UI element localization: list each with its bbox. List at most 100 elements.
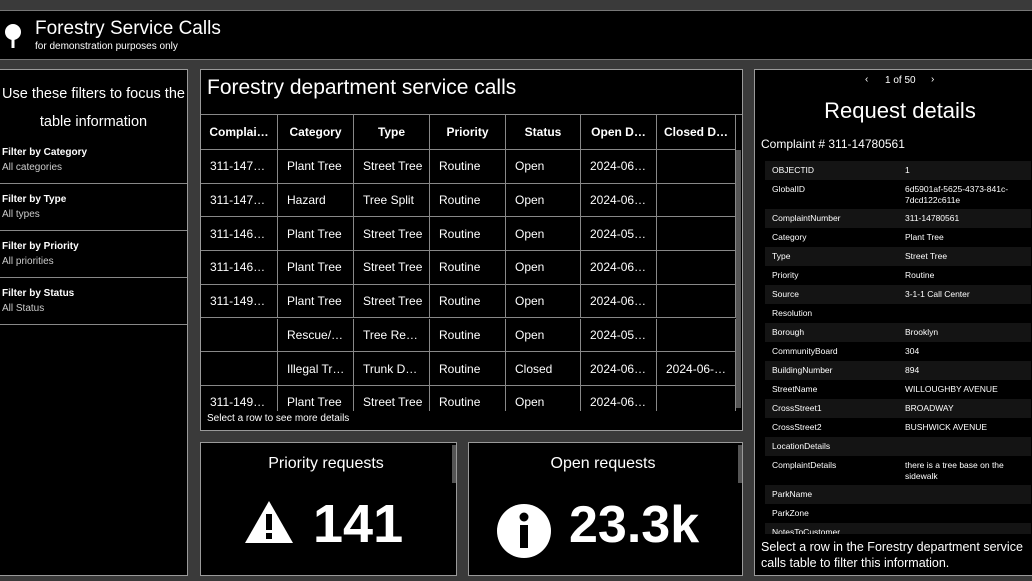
field-name: StreetName (772, 384, 818, 394)
filters-intro: Use these filters to focus the table inf… (2, 86, 185, 130)
field-name: BuildingNumber (772, 365, 833, 375)
field-row: OBJECTID 1 (765, 161, 1031, 180)
table-cell: Open (506, 150, 581, 184)
table-cell: Open (506, 385, 581, 411)
table-cell: 311-149… (201, 284, 278, 319)
table-cell: 2024-06… (581, 352, 657, 386)
details-title: Request details (824, 98, 976, 123)
filter-value: All priorities (2, 256, 54, 267)
field-name: Category (772, 232, 807, 242)
table-cell: Street Tree (354, 251, 430, 285)
field-row: Priority Routine (765, 266, 1031, 285)
scrollbar (738, 445, 742, 483)
table-cell: Tree Split (354, 183, 430, 218)
field-row: NotesToCustomer (765, 523, 1031, 534)
field-value: BUSHWICK AVENUE (905, 422, 988, 432)
field-value: WILLOUGHBY AVENUE (905, 384, 998, 394)
table-cell: Routine (430, 183, 506, 218)
table-cell: Plant Tree (278, 217, 354, 252)
card-title: Open requests (550, 455, 656, 472)
filter-item[interactable]: Filter by Category All categories (0, 138, 187, 184)
table-cell (657, 217, 736, 252)
table-cell: Open (506, 217, 581, 252)
table-cell: 2024-06-… (657, 352, 736, 386)
table-panel: Forestry department service calls Compla… (200, 69, 743, 431)
table-cell: Open (506, 183, 581, 218)
filter-item[interactable]: Filter by Priority All priorities (0, 232, 187, 278)
table-cell: 2024-06… (581, 385, 657, 411)
filter-label: Filter by Priority (2, 241, 79, 252)
field-name: GlobalID (772, 184, 806, 194)
field-name: Borough (772, 327, 805, 337)
table-title: Forestry department service calls (207, 76, 517, 99)
table-cell: 311-146… (201, 217, 278, 252)
priority-card: Priority requests 141 (200, 442, 457, 576)
field-value: Brooklyn (905, 327, 939, 337)
field-name: Source (772, 289, 799, 299)
table-cell: Plant Tree (278, 385, 354, 411)
header-subtitle: for demonstration purposes only (35, 41, 178, 52)
field-name: ComplaintDetails (772, 460, 837, 470)
filters-panel: Use these filters to focus the table inf… (0, 69, 188, 576)
open-card: Open requests 23.3k (468, 442, 743, 576)
field-row: GlobalID 6d5901af-5625-4373-841c-7dcd122c… (765, 180, 1031, 209)
field-value: 894 (905, 365, 920, 375)
field-name: CrossStreet2 (772, 422, 822, 432)
field-value: 1 (905, 165, 910, 175)
field-value: 3-1-1 Call Center (905, 289, 970, 299)
table-cell: Illegal Tr… (278, 352, 354, 386)
field-row: StreetName WILLOUGHBY AVENUE (765, 380, 1031, 399)
filter-item[interactable]: Filter by Status All Status (0, 279, 187, 325)
warning-icon (245, 501, 293, 543)
table-cell: Open (506, 284, 581, 319)
table-cell: Hazard (278, 183, 354, 218)
table-cell (201, 318, 278, 353)
filter-label: Filter by Category (2, 147, 88, 158)
table-cell: Street Tree (354, 150, 430, 184)
field-row: CrossStreet1 BROADWAY (765, 399, 1031, 418)
field-row: ParkName (765, 485, 1031, 504)
field-name: Resolution (772, 308, 813, 318)
table-cell: Plant Tree (278, 284, 354, 319)
pager-prev[interactable]: ‹ (865, 74, 869, 85)
table-cell: Routine (430, 318, 506, 353)
scrollbar (736, 150, 741, 408)
table-cell (657, 251, 736, 285)
table-cell: 311-147… (201, 150, 278, 184)
filter-value: All categories (2, 162, 63, 173)
filter-value: All types (2, 209, 40, 220)
field-value: Plant Tree (905, 232, 944, 242)
table-cell (657, 284, 736, 319)
field-name: OBJECTID (772, 165, 815, 175)
pager-next[interactable]: › (931, 74, 935, 85)
field-name: NotesToCustomer (772, 527, 841, 534)
column-header: Closed D… (657, 115, 736, 150)
filter-label: Filter by Status (2, 288, 75, 299)
card-value: 141 (313, 494, 404, 554)
column-header: Status (506, 115, 581, 150)
field-name: LocationDetails (772, 441, 831, 451)
filter-item[interactable]: Filter by Type All types (0, 185, 187, 231)
table-cell: Routine (430, 251, 506, 285)
field-name: CommunityBoard (772, 346, 838, 356)
field-value: Street Tree (905, 251, 948, 261)
column-header: Open D… (581, 115, 657, 150)
field-name: Priority (772, 270, 799, 280)
field-row: CommunityBoard 304 (765, 342, 1031, 361)
column-header: Type (354, 115, 430, 150)
table-cell: Routine (430, 284, 506, 319)
tree-icon (5, 24, 21, 48)
info-icon (497, 504, 551, 558)
complaint-number: Complaint # 311-14780561 (761, 137, 905, 151)
details-footer: Select a row in the Forestry department … (761, 540, 1023, 570)
field-name: CrossStreet1 (772, 403, 822, 413)
table-cell: Routine (430, 352, 506, 386)
table-cell: Open (506, 251, 581, 285)
field-name: Type (772, 251, 791, 261)
field-value: there is a tree base on the sidewalk (905, 460, 1004, 481)
field-value: 311-14780561 (905, 213, 960, 223)
table-cell: Tree Re… (354, 318, 430, 353)
field-row: Source 3-1-1 Call Center (765, 285, 1031, 304)
table-cell: 2024-06… (581, 284, 657, 319)
